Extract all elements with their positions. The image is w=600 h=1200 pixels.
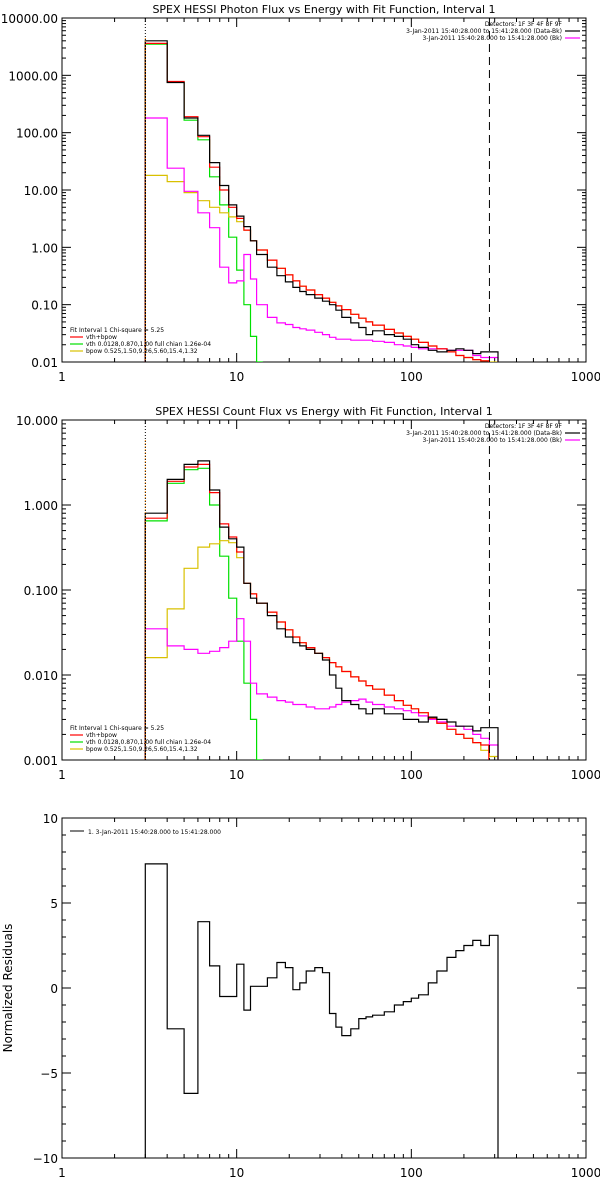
y-tick-label: −10 bbox=[33, 1152, 58, 1166]
x-tick-label: 10 bbox=[229, 1166, 244, 1180]
y-tick-label: 10 bbox=[43, 812, 58, 826]
y-tick-label: 0.10 bbox=[31, 299, 58, 313]
y-tick-label: 0.01 bbox=[31, 356, 58, 370]
y-tick-label: −5 bbox=[40, 1067, 58, 1081]
photon-flux-chart: SPEX HESSI Photon Flux vs Energy with Fi… bbox=[1, 3, 600, 384]
y-tick-label: 0.001 bbox=[24, 754, 58, 768]
x-tick-label: 100 bbox=[400, 370, 423, 384]
legend-text: Detectors: 1F 3F 4F 8F 9F bbox=[485, 21, 563, 28]
x-tick-label: 10 bbox=[229, 768, 244, 782]
series-vth-line bbox=[144, 467, 263, 760]
series-data-line bbox=[144, 40, 499, 362]
x-tick-label: 1000 bbox=[571, 370, 600, 384]
legend-text: vth+bpow bbox=[86, 732, 117, 739]
series-bpow-line bbox=[144, 540, 499, 760]
chart-title: SPEX HESSI Photon Flux vs Energy with Fi… bbox=[152, 3, 495, 16]
x-tick-label: 100 bbox=[400, 1166, 423, 1180]
legend-text: 3-Jan-2011 15:40:28.000 to 15:41:28.000 … bbox=[406, 430, 562, 437]
y-tick-label: 0.100 bbox=[24, 584, 58, 598]
chart-title: SPEX HESSI Count Flux vs Energy with Fit… bbox=[155, 405, 492, 418]
series-background-line bbox=[144, 618, 499, 760]
x-tick-label: 1 bbox=[58, 370, 66, 384]
legend-text: Detectors: 1F 3F 4F 8F 9F bbox=[485, 423, 563, 430]
x-tick-label: 1000 bbox=[571, 768, 600, 782]
series-vth-line bbox=[144, 43, 263, 362]
series-group bbox=[144, 40, 499, 362]
series-background-line bbox=[144, 117, 499, 362]
y-tick-label: 10.000 bbox=[16, 414, 58, 428]
x-tick-label: 10 bbox=[229, 370, 244, 384]
y-tick-label: 10000.00 bbox=[1, 12, 58, 26]
legend-text: bpow 0.525,1.50,9.26,5.60,15.4,1.32 bbox=[86, 746, 198, 753]
legend-text: Fit Interval 1 Chi-square = 5.25 bbox=[70, 725, 164, 732]
series-data-line bbox=[144, 460, 499, 760]
residuals-chart: 1 10 100 1000 −10 −5 0 5 10 Normalized Residuals 1… bbox=[1, 812, 600, 1180]
legend-text: vth+bpow bbox=[86, 334, 117, 341]
legend-text: 3-Jan-2011 15:40:28.000 to 15:41:28.000 … bbox=[422, 35, 562, 42]
y-tick-label: 5 bbox=[50, 897, 58, 911]
plot-frame bbox=[61, 817, 587, 1159]
series-group bbox=[144, 863, 499, 1158]
plot-frame bbox=[61, 17, 587, 363]
series-group bbox=[144, 460, 499, 760]
y-tick-label: 1000.00 bbox=[8, 69, 58, 83]
series-total-line bbox=[144, 42, 490, 362]
legend-text: Fit Interval 1 Chi-square = 5.25 bbox=[70, 327, 164, 334]
x-tick-label: 1 bbox=[58, 768, 66, 782]
y-tick-label: 1.00 bbox=[31, 241, 58, 255]
y-tick-label: 10.00 bbox=[24, 184, 58, 198]
legend-text: bpow 0.525,1.50,9.26,5.60,15.4,1.32 bbox=[86, 348, 198, 355]
legend-text: 1. 3-Jan-2011 15:40:28.000 to 15:41:28.0… bbox=[88, 829, 221, 836]
series-data-line bbox=[144, 863, 499, 1158]
y-tick-label: 0.010 bbox=[24, 669, 58, 683]
series-total-line bbox=[144, 463, 490, 760]
legend-text: vth 0.0128,0.870,1.00 full chian 1.26e-0… bbox=[86, 341, 211, 348]
x-tick-label: 100 bbox=[400, 768, 423, 782]
legend-text: vth 0.0128,0.870,1.00 full chian 1.26e-0… bbox=[86, 739, 211, 746]
x-tick-label: 1 bbox=[58, 1166, 66, 1180]
legend-text: 3-Jan-2011 15:40:28.000 to 15:41:28.000 … bbox=[422, 437, 562, 444]
y-axis-label: Normalized Residuals bbox=[1, 924, 15, 1053]
y-tick-label: 0 bbox=[50, 982, 58, 996]
legend-text: 3-Jan-2011 15:40:28.000 to 15:41:28.000 … bbox=[406, 28, 562, 35]
y-tick-label: 100.00 bbox=[16, 127, 58, 141]
y-tick-label: 1.000 bbox=[24, 499, 58, 513]
x-tick-label: 1000 bbox=[571, 1166, 600, 1180]
count-flux-chart: SPEX HESSI Count Flux vs Energy with Fit… bbox=[16, 405, 600, 782]
